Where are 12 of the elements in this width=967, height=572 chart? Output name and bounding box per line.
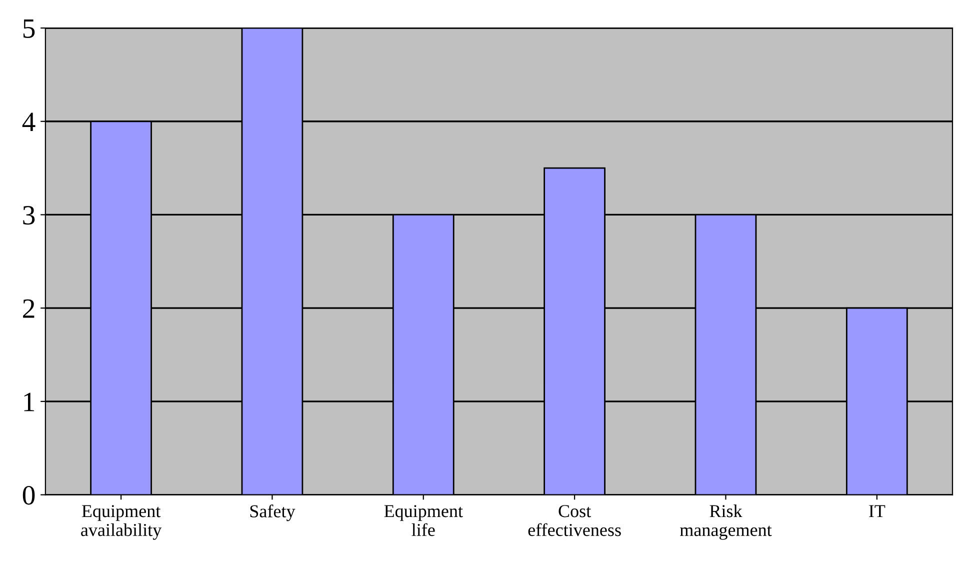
x-tick-label: Risk management bbox=[680, 504, 772, 540]
x-tick-label: Safety bbox=[250, 504, 296, 522]
x-tick-label: Equipment life bbox=[384, 505, 463, 536]
x-tick-label: IT bbox=[869, 505, 886, 518]
y-tick-label: 2 bbox=[23, 299, 34, 318]
y-tick-label: 5 bbox=[23, 19, 35, 38]
y-tick-label: 3 bbox=[23, 206, 35, 225]
x-tick-label: Cost effectiveness bbox=[528, 505, 621, 536]
y-tick-label: 4 bbox=[22, 112, 36, 132]
y-tick-label: 0 bbox=[22, 486, 35, 505]
y-tick-label: 1 bbox=[24, 392, 34, 412]
x-tick-label: Equipment availability bbox=[81, 505, 162, 540]
